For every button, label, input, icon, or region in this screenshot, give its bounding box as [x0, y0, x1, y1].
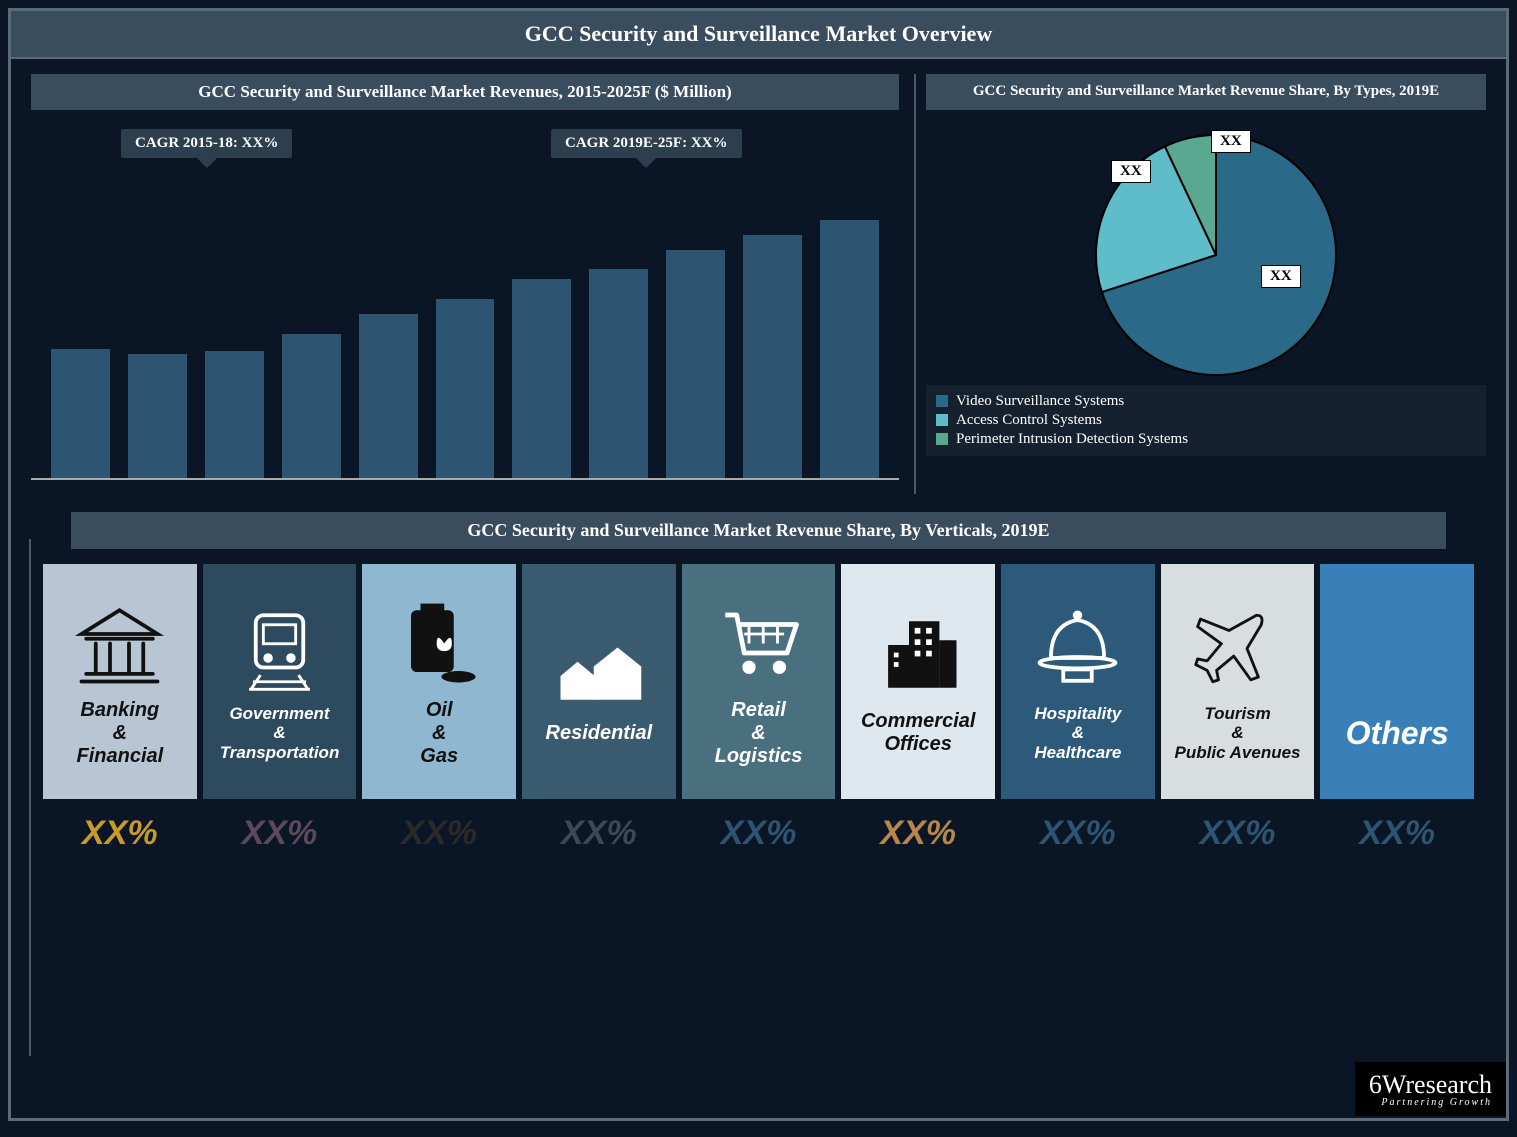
- bar: [359, 314, 418, 478]
- pie-chart-title: GCC Security and Surveillance Market Rev…: [926, 74, 1486, 110]
- cagr-callout: CAGR 2015-18: XX%: [121, 129, 292, 158]
- vertical-percent: XX%: [203, 814, 357, 853]
- train-icon: [232, 601, 327, 696]
- logo-tagline: Partnering Growth: [1369, 1097, 1492, 1108]
- vertical-percent: XX%: [682, 814, 836, 853]
- pie-chart: XX XX XX: [1041, 120, 1371, 380]
- vertical-card: Retail&Logistics: [682, 564, 836, 799]
- cagr-callout: CAGR 2019E-25F: XX%: [551, 129, 742, 158]
- vertical-card: Oil&Gas: [362, 564, 516, 799]
- legend-item: Perimeter Intrusion Detection Systems: [936, 431, 1476, 448]
- vertical-label: Banking&Financial: [76, 699, 163, 768]
- bar: [436, 299, 495, 478]
- bar: [512, 279, 571, 478]
- vertical-label: Hospitality&Healthcare: [1034, 704, 1121, 763]
- vertical-card: Government&Transportation: [203, 564, 357, 799]
- vertical-label: Government&Transportation: [220, 704, 340, 763]
- vertical-percent: XX%: [43, 814, 197, 853]
- vertical-label: Residential: [546, 722, 653, 745]
- pie-slice-label: XX: [1211, 130, 1251, 153]
- main-frame: GCC Security and Surveillance Market Ove…: [8, 8, 1509, 1121]
- bar-chart: [31, 180, 899, 480]
- vertical-card: Commercial Offices: [841, 564, 995, 799]
- vertical-card: Tourism&Public Avenues: [1161, 564, 1315, 799]
- vertical-label: Retail&Logistics: [715, 699, 803, 768]
- plane-icon: [1190, 601, 1285, 696]
- vertical-card: Residential: [522, 564, 676, 799]
- vertical-label: Commercial Offices: [845, 710, 991, 756]
- pie-chart-section: GCC Security and Surveillance Market Rev…: [914, 74, 1486, 494]
- legend-swatch: [936, 395, 948, 407]
- vertical-percent: XX%: [362, 814, 516, 853]
- bar-chart-section: GCC Security and Surveillance Market Rev…: [31, 74, 899, 494]
- legend-label: Perimeter Intrusion Detection Systems: [956, 431, 1188, 448]
- vertical-card: Others: [1320, 564, 1474, 799]
- verticals-row: Banking&Financial Government&Transportati…: [31, 564, 1486, 799]
- bar: [51, 349, 110, 478]
- bar: [743, 235, 802, 478]
- bar-chart-title: GCC Security and Surveillance Market Rev…: [31, 74, 899, 110]
- bank-icon: [72, 596, 167, 691]
- building-icon: [871, 607, 966, 702]
- bar: [282, 334, 341, 478]
- bar: [589, 269, 648, 478]
- vertical-label: Oil&Gas: [420, 699, 458, 768]
- divider: [29, 539, 31, 1056]
- legend-label: Video Surveillance Systems: [956, 393, 1124, 410]
- bar: [128, 354, 187, 478]
- vertical-label: Others: [1346, 715, 1449, 752]
- pie-legend: Video Surveillance Systems Access Control…: [926, 385, 1486, 456]
- pie-slice-label: XX: [1111, 160, 1151, 183]
- vertical-percent: XX%: [522, 814, 676, 853]
- verticals-title: GCC Security and Surveillance Market Rev…: [71, 512, 1446, 549]
- page-title: GCC Security and Surveillance Market Ove…: [11, 11, 1506, 59]
- vertical-percent: XX%: [1161, 814, 1315, 853]
- legend-item: Video Surveillance Systems: [936, 393, 1476, 410]
- vertical-card: Banking&Financial: [43, 564, 197, 799]
- pie-slice-label: XX: [1261, 265, 1301, 288]
- logo-prefix: 6W: [1369, 1070, 1406, 1099]
- vertical-percent: XX%: [1001, 814, 1155, 853]
- legend-swatch: [936, 414, 948, 426]
- percent-row: XX%XX%XX%XX%XX%XX%XX%XX%XX%: [31, 799, 1486, 853]
- oil-icon: [392, 596, 487, 691]
- vertical-percent: XX%: [1320, 814, 1474, 853]
- bell-icon: [1030, 601, 1125, 696]
- legend-label: Access Control Systems: [956, 412, 1102, 429]
- legend-swatch: [936, 433, 948, 445]
- vertical-card: Hospitality&Healthcare: [1001, 564, 1155, 799]
- legend-item: Access Control Systems: [936, 412, 1476, 429]
- vertical-label: Tourism&Public Avenues: [1175, 704, 1301, 763]
- bar: [205, 351, 264, 478]
- bar: [666, 250, 725, 478]
- bar: [820, 220, 879, 478]
- brand-logo: 6Wresearch Partnering Growth: [1355, 1062, 1506, 1116]
- content-area: GCC Security and Surveillance Market Rev…: [11, 59, 1506, 1116]
- house-icon: [551, 619, 646, 714]
- vertical-percent: XX%: [841, 814, 995, 853]
- cart-icon: [711, 596, 806, 691]
- logo-suffix: research: [1405, 1070, 1492, 1099]
